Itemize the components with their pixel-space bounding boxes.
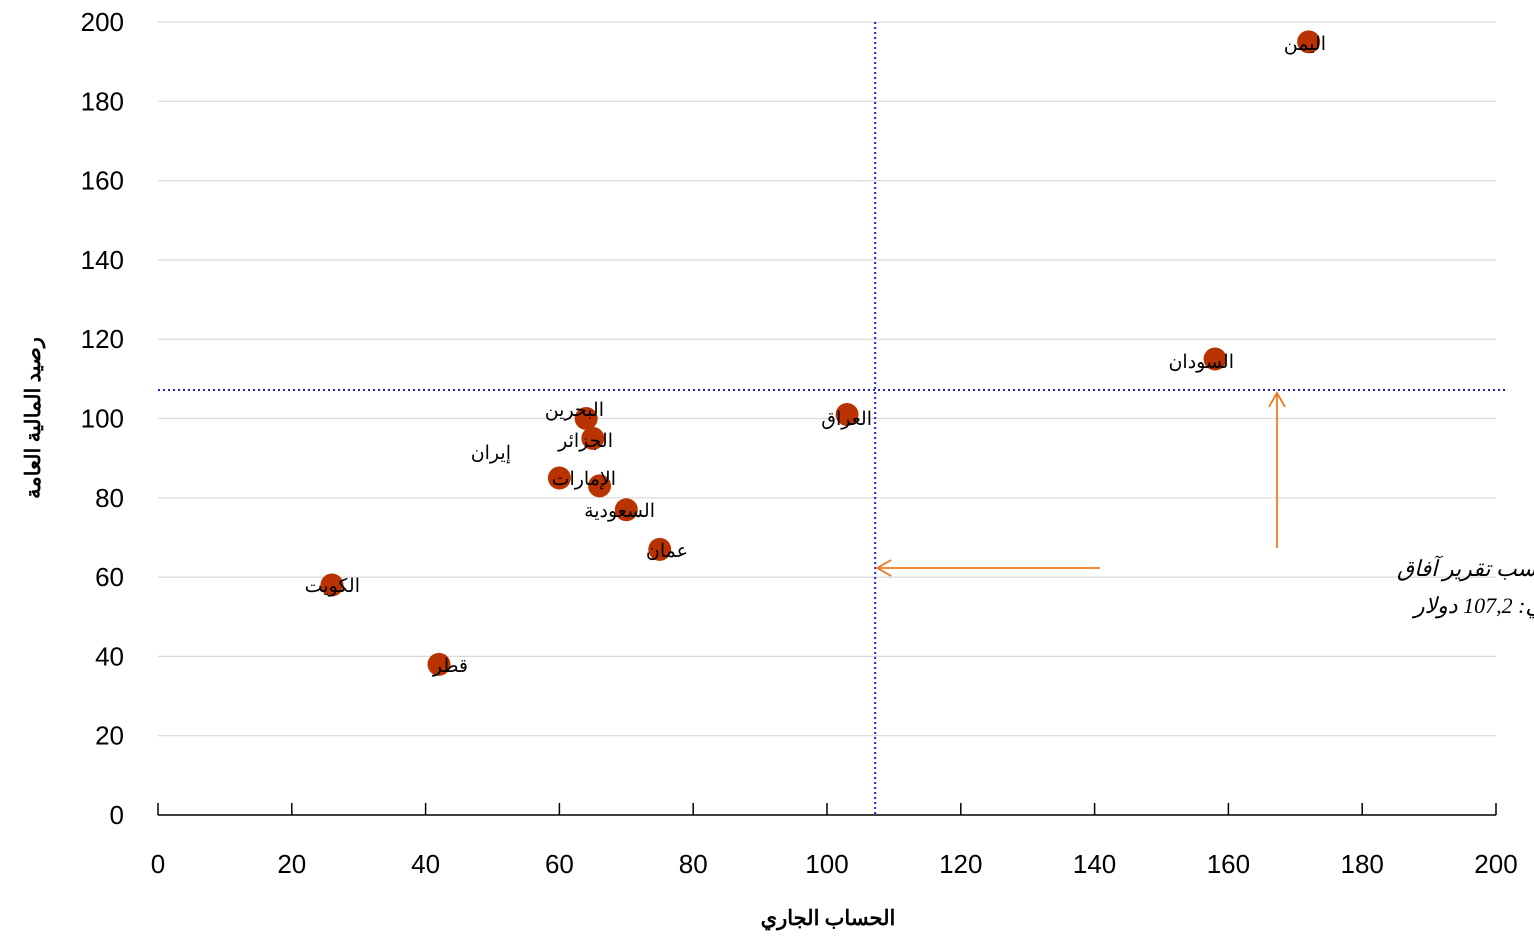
grid-lines (158, 21, 1496, 737)
point-label: اليمن (1284, 34, 1326, 55)
point-label: العراق (821, 409, 872, 430)
y-axis-title: رصيد المالية العامة (21, 337, 46, 499)
data-point (574, 407, 598, 430)
data-point (581, 426, 605, 450)
x-tick-label: 100 (805, 849, 848, 879)
data-point (648, 537, 672, 561)
y-tick-label: 180 (81, 86, 124, 116)
y-tick-label: 160 (81, 166, 124, 196)
y-tick-label: 40 (95, 641, 124, 671)
data-point (835, 403, 859, 427)
x-tick-label: 60 (545, 849, 574, 879)
y-tick-label: 20 (95, 721, 124, 751)
x-tick-label: 20 (277, 849, 306, 879)
point-label: إيران (471, 443, 511, 464)
axes: 0 20 40 60 80 100 120 140 160 180 200 0 20 40 60 80 100 1… (81, 7, 1518, 879)
data-point (320, 573, 344, 597)
annotation: سعر النفط حسب تقرير آفاق الاقتصاد العالمي… (875, 391, 1534, 619)
data-point (614, 498, 638, 522)
reference-lines (158, 22, 1508, 815)
point-label: الجزائر (557, 431, 613, 452)
x-tick-label: 80 (679, 849, 708, 879)
x-tick-label: 0 (151, 849, 165, 879)
data-point (427, 652, 451, 676)
data-point (1297, 30, 1321, 54)
point-label: الكويت (305, 576, 360, 597)
point-label: السعودية (584, 501, 655, 522)
y-tick-label: 60 (95, 562, 124, 592)
y-tick-label: 80 (95, 483, 124, 513)
data-point (1203, 347, 1227, 371)
point-label: الإمارات (552, 469, 616, 490)
annotation-arrowhead-left (875, 559, 892, 577)
annotation-arrowhead-up (1268, 391, 1286, 408)
x-tick-label: 120 (939, 849, 982, 879)
point-label: السودان (1168, 352, 1234, 373)
x-tick-label: 180 (1341, 849, 1384, 879)
x-tick-label: 40 (411, 849, 440, 879)
data-point (588, 474, 612, 498)
y-tick-label: 120 (81, 324, 124, 354)
annotation-line-1: سعر النفط حسب تقرير آفاق (1397, 555, 1534, 582)
x-tick-label: 160 (1207, 849, 1250, 879)
data-points: اليمن السودان العراق البحرين الجزائر إيران الإ… (305, 30, 1326, 677)
annotation-line-2: الاقتصاد العالمي: 107,2 دولار (1411, 593, 1534, 619)
y-tick-label: 200 (81, 7, 124, 37)
y-tick-label: 100 (81, 404, 124, 434)
y-tick-label: 0 (110, 800, 124, 830)
x-tick-label: 200 (1474, 849, 1517, 879)
point-label: قطر (432, 656, 468, 677)
data-point (547, 466, 571, 490)
point-label: البحرين (545, 400, 604, 421)
x-tick-label: 140 (1073, 849, 1116, 879)
y-tick-label: 140 (81, 245, 124, 275)
point-label: عمان (646, 541, 688, 562)
x-axis-title: الحساب الجاري (761, 906, 896, 931)
